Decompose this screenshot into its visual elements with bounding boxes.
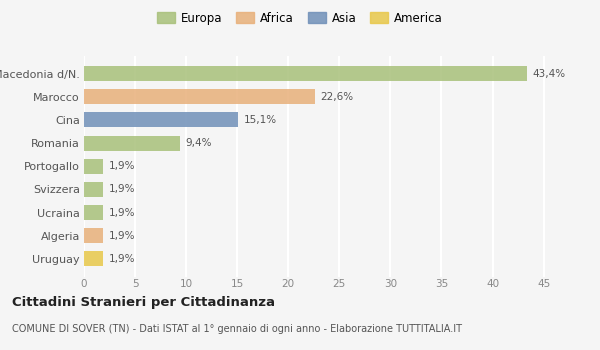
Text: 1,9%: 1,9% <box>109 231 135 241</box>
Text: 1,9%: 1,9% <box>109 161 135 171</box>
Text: 1,9%: 1,9% <box>109 208 135 218</box>
Bar <box>84 205 103 220</box>
Text: 22,6%: 22,6% <box>320 92 353 102</box>
Bar <box>84 159 103 174</box>
Text: 43,4%: 43,4% <box>532 69 565 78</box>
Text: COMUNE DI SOVER (TN) - Dati ISTAT al 1° gennaio di ogni anno - Elaborazione TUTT: COMUNE DI SOVER (TN) - Dati ISTAT al 1° … <box>12 324 462 334</box>
Text: 1,9%: 1,9% <box>109 184 135 194</box>
Bar <box>84 251 103 266</box>
Bar <box>84 112 238 127</box>
Text: 9,4%: 9,4% <box>185 138 212 148</box>
Bar <box>84 89 315 104</box>
Text: Cittadini Stranieri per Cittadinanza: Cittadini Stranieri per Cittadinanza <box>12 296 275 309</box>
Bar <box>84 135 180 150</box>
Legend: Europa, Africa, Asia, America: Europa, Africa, Asia, America <box>155 9 445 27</box>
Bar <box>84 182 103 197</box>
Text: 15,1%: 15,1% <box>244 115 277 125</box>
Bar <box>84 66 527 81</box>
Text: 1,9%: 1,9% <box>109 254 135 264</box>
Bar <box>84 228 103 243</box>
